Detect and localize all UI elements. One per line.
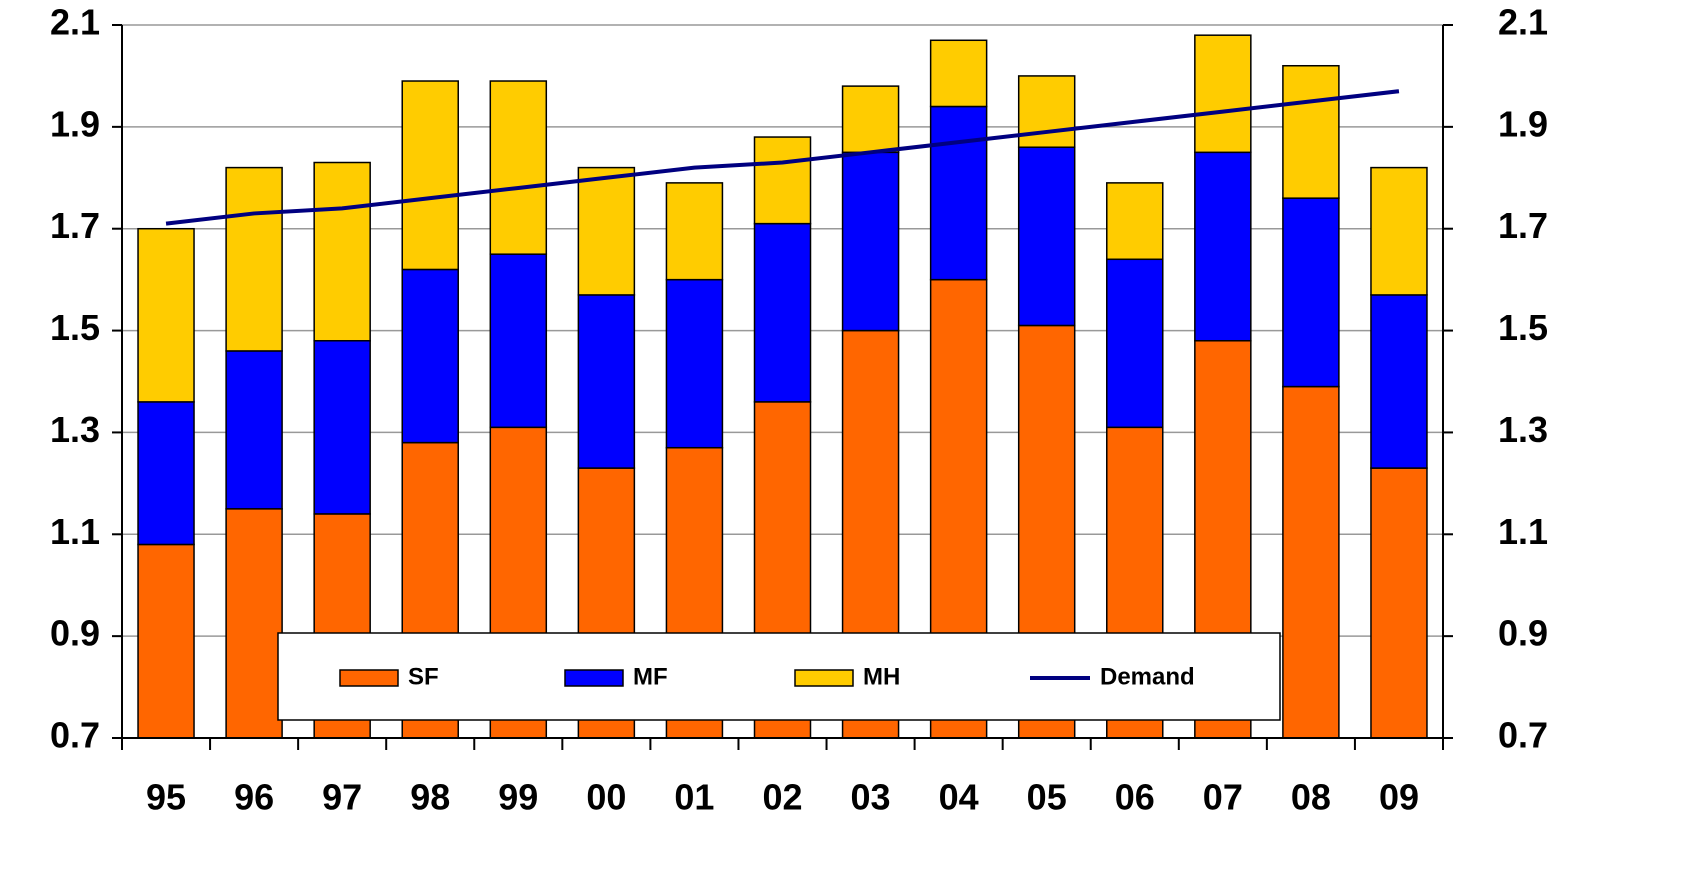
y-tick-label: 1.5 (50, 307, 100, 348)
legend-swatch (339, 669, 399, 687)
y-tick-label: 1.9 (50, 103, 100, 144)
legend-box (277, 632, 1281, 721)
y-tick-label: 0.9 (50, 613, 100, 654)
bar-segment (1017, 75, 1076, 148)
y2-tick-label: 1.1 (1498, 511, 1548, 552)
x-tick-label: 04 (939, 777, 979, 818)
bar-segment (313, 340, 371, 515)
x-tick-label: 03 (851, 777, 891, 818)
y2-tick-label: 1.5 (1498, 307, 1548, 348)
y-tick-label: 0.7 (50, 715, 100, 756)
x-tick-label: 05 (1027, 777, 1067, 818)
x-tick-label: 02 (762, 777, 802, 818)
y2-tick-label: 0.7 (1498, 715, 1548, 756)
bar-segment (489, 253, 548, 429)
bar-segment (1370, 294, 1428, 469)
line-series (165, 89, 1400, 226)
y2-tick-label: 2.1 (1498, 2, 1548, 43)
y-tick-label: 1.3 (50, 409, 100, 450)
bar-segment (753, 222, 812, 403)
y2-tick-label: 1.3 (1498, 409, 1548, 450)
x-tick-label: 01 (674, 777, 714, 818)
bar-segment (1370, 467, 1428, 739)
bar-segment (225, 350, 283, 510)
bar-segment (1017, 146, 1076, 327)
bar-segment (665, 278, 724, 449)
bar-segment (929, 105, 988, 281)
y2-tick-label: 1.9 (1498, 103, 1548, 144)
bar-segment (137, 227, 195, 403)
bar-segment (137, 543, 195, 739)
x-tick-label: 07 (1203, 777, 1243, 818)
y2-tick-label: 1.7 (1498, 205, 1548, 246)
legend-swatch (564, 669, 624, 687)
bar-segment (577, 294, 636, 469)
x-tick-label: 97 (322, 777, 362, 818)
x-tick-label: 00 (586, 777, 626, 818)
bar-segment (665, 182, 724, 281)
legend-label: MH (863, 663, 900, 690)
bar-segment (489, 80, 548, 255)
x-tick-label: 06 (1115, 777, 1155, 818)
bar-segment (1282, 385, 1340, 739)
y-tick-label: 1.1 (50, 511, 100, 552)
x-tick-label: 96 (234, 777, 274, 818)
bar-segment (401, 268, 459, 444)
y-tick-label: 1.7 (50, 205, 100, 246)
bar-segment (841, 85, 900, 154)
legend-label: MF (633, 663, 668, 690)
legend-label: Demand (1100, 663, 1195, 690)
bar-segment (137, 401, 195, 546)
bar-segment (1106, 258, 1164, 429)
bar-segment (929, 39, 988, 108)
bar-segment (1194, 151, 1252, 342)
bar-segment (1282, 64, 1340, 199)
bar-segment (1370, 166, 1428, 296)
x-tick-label: 98 (410, 777, 450, 818)
legend-label: SF (408, 663, 439, 690)
bar-segment (577, 166, 636, 296)
bar-segment (1194, 34, 1252, 154)
bar-segment (841, 151, 900, 332)
y-tick-label: 2.1 (50, 2, 100, 43)
y2-tick-label: 0.9 (1498, 613, 1548, 654)
bar-segment (313, 161, 371, 342)
bar-segment (225, 166, 283, 352)
x-tick-label: 99 (498, 777, 538, 818)
bar-segment (1282, 197, 1340, 388)
bar-segment (1106, 182, 1164, 261)
bar-segment (225, 508, 283, 739)
legend-swatch (794, 669, 854, 687)
x-tick-label: 95 (146, 777, 186, 818)
x-tick-label: 09 (1379, 777, 1419, 818)
bar-segment (753, 136, 812, 225)
x-tick-label: 08 (1291, 777, 1331, 818)
bar-segment (401, 80, 459, 271)
